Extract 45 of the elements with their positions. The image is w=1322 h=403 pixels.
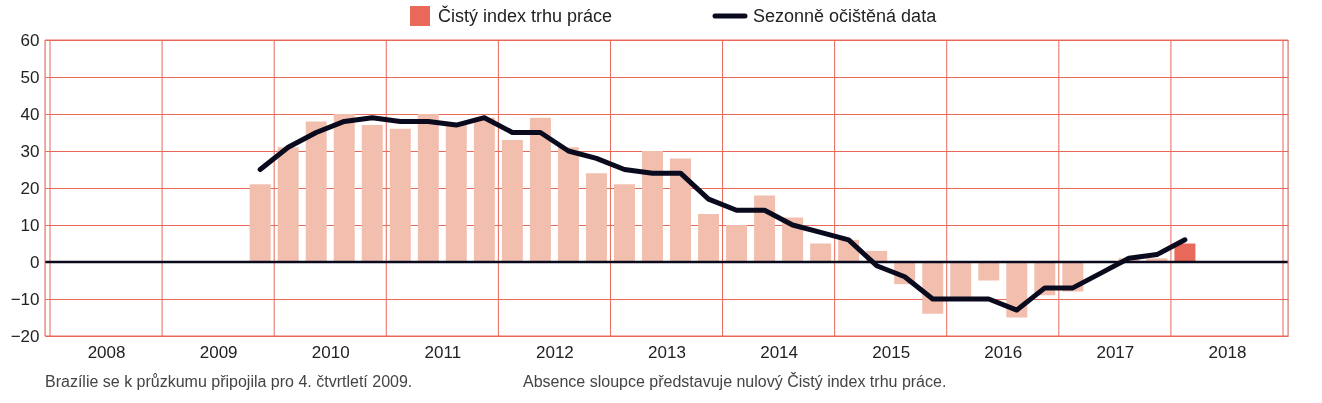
bar	[249, 184, 271, 262]
x-tick-label: 2017	[1096, 342, 1135, 362]
x-tick-label: 2011	[424, 342, 462, 362]
y-tick-label: 60	[20, 30, 40, 50]
bar	[585, 173, 607, 262]
bar	[417, 114, 439, 262]
y-tick-label: 10	[20, 215, 40, 235]
legend-label: Čistý index trhu práce	[438, 5, 613, 26]
bar	[641, 151, 663, 262]
bar	[305, 121, 327, 262]
x-tick-label: 2009	[199, 342, 238, 362]
x-tick-label: 2008	[87, 342, 126, 362]
bar	[277, 147, 299, 262]
bar	[473, 117, 495, 262]
bar	[529, 117, 551, 262]
x-tick-label: 2014	[760, 342, 798, 362]
x-tick-label: 2015	[872, 342, 911, 362]
x-tick-label: 2018	[1208, 342, 1247, 362]
bar	[726, 225, 748, 262]
bar	[810, 243, 832, 262]
y-tick-label: −10	[10, 289, 40, 309]
bar	[445, 125, 467, 262]
text: Absence sloupce představuje nulový Čistý index trhu práce.	[523, 372, 947, 390]
y-tick-label: 30	[20, 141, 40, 161]
y-tick-label: 50	[20, 67, 40, 87]
x-tick-label: 2013	[648, 342, 686, 362]
bar	[978, 262, 1000, 281]
y-tick-label: −20	[10, 326, 40, 346]
y-tick-label: 20	[20, 178, 40, 198]
bar	[670, 158, 692, 262]
y-tick-label: 40	[20, 104, 40, 124]
bar	[333, 114, 355, 262]
legend-label: Sezonně očištěná data	[753, 6, 938, 26]
text: Brazílie se k průzkumu připojila pro 4. čtvrtletí 2009.	[45, 373, 413, 390]
y-tick-label: 0	[30, 252, 40, 272]
x-tick-label: 2012	[535, 342, 574, 362]
x-tick-label: 2016	[984, 342, 1023, 362]
bar	[389, 128, 411, 262]
bar	[950, 262, 972, 299]
bar	[613, 184, 635, 262]
bar	[501, 139, 523, 262]
bar	[698, 213, 720, 262]
bar	[557, 147, 579, 262]
x-tick-label: 2010	[311, 342, 350, 362]
bar	[361, 125, 383, 262]
